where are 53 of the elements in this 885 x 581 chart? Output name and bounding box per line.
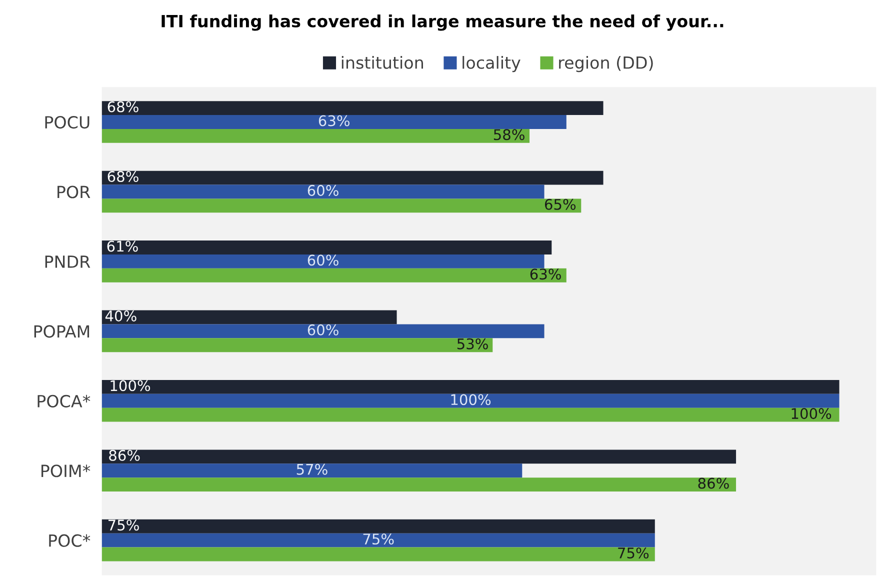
data-label: 60%	[308, 254, 338, 266]
data-label: 40%	[105, 310, 136, 322]
bar	[102, 450, 736, 464]
data-label: 75%	[618, 547, 649, 559]
data-label: 68%	[108, 170, 138, 182]
chart-title: ITI funding has covered in large measure the need of your...	[162, 14, 724, 31]
data-label: 100%	[451, 394, 491, 406]
data-label: 100%	[110, 380, 150, 392]
data-label: 58%	[494, 129, 524, 140]
y-tick-label: POCU	[45, 116, 90, 129]
data-label: 63%	[530, 268, 561, 280]
bar	[102, 464, 522, 478]
bar	[102, 184, 544, 199]
data-label: 86%	[698, 478, 729, 489]
data-label: 86%	[109, 450, 140, 461]
bar	[102, 519, 655, 534]
data-label: 100%	[792, 408, 832, 420]
y-tick-label: PNDR	[45, 256, 90, 268]
bar	[102, 254, 544, 268]
y-tick-label: POCA*	[38, 394, 90, 408]
data-label: 75%	[108, 520, 139, 531]
legend-label: locality	[462, 56, 520, 72]
bar	[102, 338, 493, 352]
bar	[102, 408, 840, 422]
data-label: 75%	[363, 534, 394, 545]
bar	[102, 268, 566, 282]
bar	[102, 380, 840, 394]
data-label: 61%	[107, 240, 138, 252]
bar	[102, 101, 604, 116]
bar	[102, 128, 530, 143]
legend-label: institution	[342, 56, 423, 69]
bar	[102, 533, 655, 548]
y-tick-label: POR	[58, 186, 90, 198]
data-label: 53%	[457, 338, 488, 350]
data-label: 60%	[308, 184, 338, 196]
bar	[102, 394, 840, 408]
y-tick-label: POIM*	[42, 464, 90, 478]
y-tick-label: POPAM	[34, 325, 90, 338]
bar	[102, 324, 544, 338]
legend-label: region (DD)	[559, 56, 653, 72]
data-label: 68%	[108, 101, 138, 112]
bar	[102, 115, 566, 129]
y-tick-label: POC*	[49, 534, 90, 547]
bar	[102, 547, 655, 562]
bar	[102, 310, 397, 324]
data-label: 63%	[318, 115, 350, 126]
bar	[102, 170, 604, 185]
bar	[102, 478, 736, 492]
bar	[102, 240, 552, 254]
data-label: 57%	[296, 464, 328, 475]
data-label: 65%	[544, 198, 576, 210]
bar	[102, 198, 582, 213]
data-label: 60%	[308, 324, 338, 336]
